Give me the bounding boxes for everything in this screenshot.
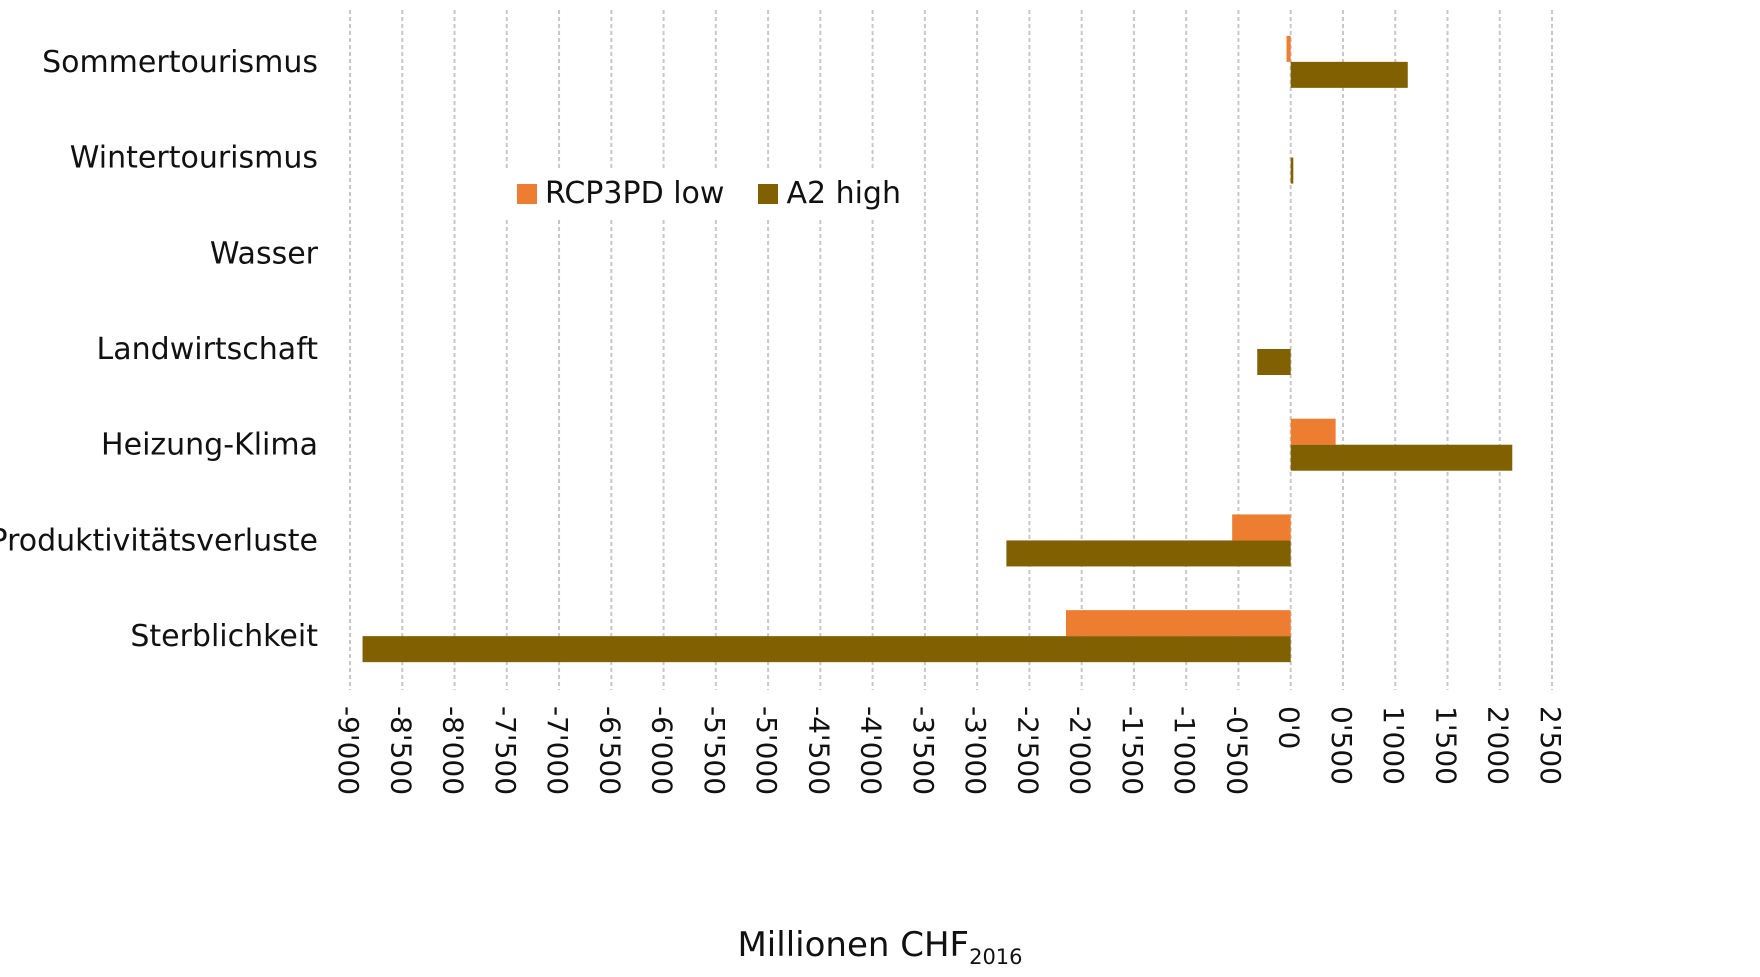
x-tick-label: -5'000 [750, 706, 783, 795]
category-label-sterblichkeit: Sterblichkeit [130, 619, 318, 654]
x-tick-label: -7'000 [541, 706, 574, 795]
x-tick-label: -4'500 [802, 706, 835, 795]
x-tick-label: -6'500 [593, 706, 626, 795]
legend-label-rcp3pd-low: RCP3PD low [545, 176, 725, 211]
category-label-produktivitatsverluste: Produktivitätsverluste [0, 523, 318, 558]
x-tick-label: -2'000 [1064, 706, 1097, 795]
bars [362, 35, 1513, 663]
legend-swatch-rcp3pd-low [517, 183, 537, 204]
x-tick-label: -1'000 [1168, 706, 1201, 795]
legend: RCP3PD low A2 high [505, 168, 913, 219]
x-tick-label: -3'500 [907, 706, 940, 795]
x-tick-label: -2'500 [1011, 706, 1044, 795]
bar-a2-high-landwirtschaft [1257, 349, 1291, 375]
bar-rcp3pd-low-produktivitatsverluste [1232, 514, 1291, 541]
x-tick-label: -9'000 [332, 706, 365, 795]
bar-a2-high-sterblichkeit [362, 636, 1291, 663]
x-tick-label: 2'500 [1534, 706, 1567, 785]
bar-a2-high-sommertourismus [1290, 61, 1408, 88]
x-tick-label: 0'0 [1273, 706, 1306, 749]
bar-rcp3pd-low-sterblichkeit [1065, 610, 1291, 637]
x-tick-label: 0'500 [1325, 706, 1358, 785]
x-tick-label: 1'000 [1377, 706, 1410, 785]
legend-label-a2-high: A2 high [786, 176, 901, 211]
x-tick-label: -3'000 [959, 706, 992, 795]
legend-entry-rcp3pd-low: RCP3PD low [517, 176, 724, 211]
x-tick-label: -8'500 [384, 706, 417, 795]
category-labels: Sommertourismus Wintertourismus Wasser Land… [0, 45, 319, 654]
bar-rcp3pd-low-heizung-klima [1290, 418, 1336, 445]
bar-a2-high-produktivitatsverluste [1006, 540, 1291, 567]
category-label-heizung-klima: Heizung-Klima [101, 428, 318, 463]
category-label-wintertourismus: Wintertourismus [70, 141, 318, 176]
category-label-landwirtschaft: Landwirtschaft [97, 332, 319, 367]
x-tick-label: 1'500 [1429, 706, 1462, 785]
bar-a2-high-heizung-klima [1290, 444, 1513, 471]
x-tick-label: -8'000 [437, 706, 470, 795]
x-tick-labels: -9'000 -8'500 -8'000 -7'500 -7'000 -6'500 -6'0… [332, 706, 1567, 795]
legend-entry-a2-high: A2 high [758, 176, 901, 211]
category-label-sommertourismus: Sommertourismus [42, 45, 318, 80]
x-tick-label: -5'500 [698, 706, 731, 795]
category-label-wasser: Wasser [210, 236, 319, 271]
x-axis-title-text: Millionen CHF [737, 925, 970, 965]
grid-lines [349, 10, 1553, 690]
x-tick-label: -4'000 [855, 706, 888, 795]
legend-swatch-a2-high [758, 183, 779, 204]
x-tick-label: 2'000 [1482, 706, 1515, 785]
x-tick-label: -1'500 [1116, 706, 1149, 795]
x-axis-title-subscript: 2016 [969, 944, 1023, 969]
bar-a2-high-wintertourismus [1290, 157, 1294, 184]
x-tick-label: -0'500 [1220, 706, 1253, 795]
x-tick-label: -7'500 [489, 706, 522, 795]
x-tick-label: -6'000 [646, 706, 679, 795]
bar-rcp3pd-low-sommertourismus [1286, 35, 1291, 62]
x-axis-title: Millionen CHF2016 [0, 925, 1760, 969]
